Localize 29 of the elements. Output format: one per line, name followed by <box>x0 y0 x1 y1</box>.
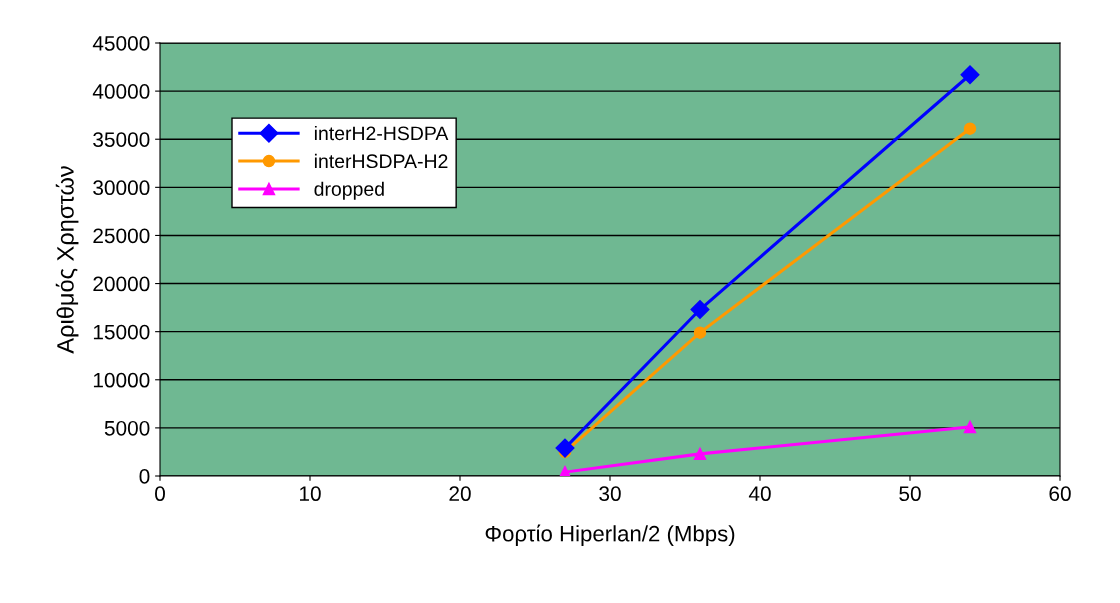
y-tick-label: 20000 <box>93 276 150 292</box>
y-tick-label: 15000 <box>93 324 150 340</box>
point <box>963 420 977 434</box>
point <box>555 438 575 458</box>
x-tick-label: 40 <box>748 486 771 502</box>
point <box>693 447 707 461</box>
legend-label: interHSDPA-H2 <box>314 153 448 169</box>
y-tick-label: 10000 <box>93 372 150 388</box>
y-tick-label: 5000 <box>104 420 150 436</box>
point <box>960 65 980 85</box>
y-tick-label: 25000 <box>93 228 150 244</box>
x-tick-label: 0 <box>155 486 165 502</box>
y-tick-label: 35000 <box>93 132 150 147</box>
legend-label: interH2-HSDPA <box>314 125 449 141</box>
x-tick-label: 30 <box>599 486 621 502</box>
x-tick-label: 60 <box>1049 486 1071 502</box>
y-tick-label: 40000 <box>92 84 150 99</box>
y-tick-label: 30000 <box>93 180 150 196</box>
point <box>693 326 707 339</box>
x-tick-label: 20 <box>449 486 471 502</box>
point <box>690 300 710 320</box>
point <box>963 122 977 135</box>
x-tick-label: 10 <box>300 486 321 502</box>
legend-label: dropped <box>314 181 384 200</box>
y-tick-label: 0 <box>139 469 150 484</box>
y-axis-title: Αριθμός Χρηστών <box>55 166 79 354</box>
x-tick-label: 50 <box>899 486 921 502</box>
x-axis-title: Φορτίο Hiperlan/2 (Mbps) <box>485 524 735 546</box>
y-tick-label: 45000 <box>92 36 150 51</box>
